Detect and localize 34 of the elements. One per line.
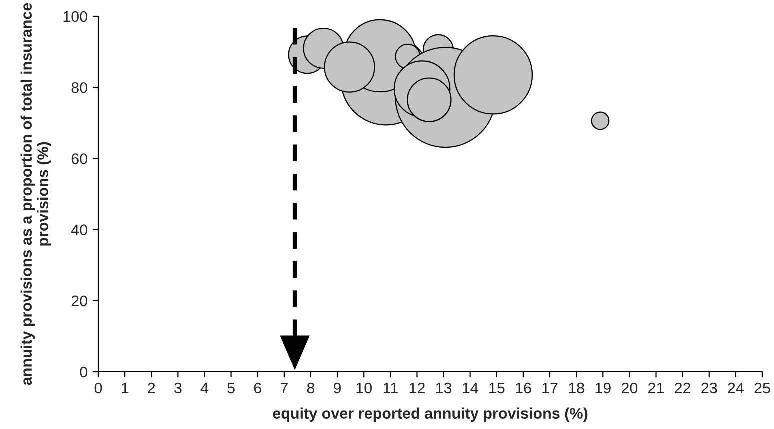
- y-tick-label: 0: [80, 366, 88, 378]
- x-tick-label: 20: [622, 382, 638, 394]
- x-tick-label: 8: [307, 382, 315, 394]
- x-tick-label: 18: [569, 382, 584, 394]
- x-tick-label: 25: [754, 382, 770, 394]
- y-tick-label: 80: [72, 82, 88, 94]
- y-axis-title: annuity provisions as a proportion of total insurance provisions (%): [20, 3, 52, 386]
- x-tick-label: 17: [542, 382, 558, 394]
- x-tick-label: 11: [384, 382, 398, 394]
- x-tick-label: 2: [148, 382, 156, 394]
- x-tick-label: 22: [675, 382, 691, 394]
- x-tick-label: 1: [122, 382, 129, 394]
- y-tick-label: 100: [64, 11, 88, 22]
- x-axis-title: equity over reported annuity provisions (%): [273, 408, 588, 422]
- x-tick-label: 16: [516, 382, 532, 394]
- y-tick-label: 20: [72, 296, 88, 307]
- x-tick-label: 14: [463, 382, 478, 394]
- x-tick-label: 24: [728, 382, 744, 394]
- x-tick-label: 23: [702, 382, 718, 394]
- y-tick-label: 40: [71, 224, 88, 236]
- x-tick-label: 4: [200, 382, 209, 394]
- x-tick-label: 21: [648, 382, 664, 394]
- x-tick-label: 15: [490, 382, 505, 394]
- x-tick-label: 7: [280, 382, 288, 394]
- x-tick-label: 5: [228, 382, 235, 394]
- x-tick-label: 13: [436, 382, 452, 394]
- x-tick-label: 10: [356, 382, 372, 394]
- x-tick-label: 6: [254, 382, 262, 394]
- x-tick-label: 9: [334, 382, 342, 394]
- x-tick-label: 3: [174, 382, 182, 394]
- y-tick-label: 60: [72, 154, 88, 164]
- x-tick-label: 12: [410, 382, 425, 394]
- x-tick-label: 19: [596, 382, 611, 394]
- x-tick-label: 0: [94, 382, 102, 394]
